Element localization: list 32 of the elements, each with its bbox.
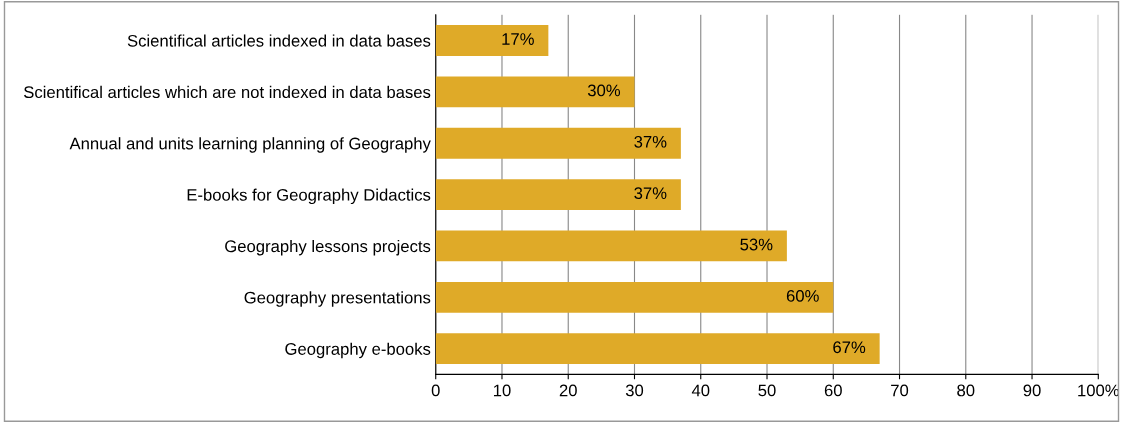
- data-label: 37%: [634, 187, 667, 200]
- bar: [435, 179, 681, 210]
- x-tick-label: 50: [758, 384, 776, 397]
- x-tick-label: 90: [1023, 384, 1041, 397]
- bar: [435, 230, 787, 262]
- bar: [435, 333, 880, 365]
- x-tick-label: 20: [559, 384, 577, 397]
- x-tick-label: 10: [493, 384, 511, 397]
- y-tick-label: Geography e-books: [285, 342, 431, 359]
- data-label: 60%: [786, 289, 819, 302]
- data-label: 53%: [740, 238, 773, 251]
- x-tick-label: 40: [691, 384, 710, 397]
- data-label: 17%: [502, 33, 534, 45]
- x-tick-label: 100%: [1078, 384, 1120, 397]
- x-tick-label: 60: [824, 384, 842, 397]
- bar: [435, 25, 549, 56]
- x-tick-label: 80: [957, 384, 975, 397]
- data-label: 67%: [833, 341, 866, 354]
- y-tick-label: Geography presentations: [244, 291, 431, 307]
- data-label: 37%: [634, 135, 667, 148]
- y-tick-label: Annual and units learning planning of Geography: [69, 137, 431, 153]
- y-tick-label: E-books for Geography Didactics: [187, 188, 431, 205]
- bar: [435, 127, 681, 159]
- y-tick-label: Scientifical articles which are not indexed in data bases: [24, 85, 431, 99]
- y-tick-label: Geography lessons projects: [225, 239, 431, 256]
- x-tick-label: 0: [431, 384, 440, 397]
- x-tick-label: 30: [625, 384, 644, 397]
- data-label: 30%: [587, 84, 621, 97]
- y-tick-label: Scientifical articles indexed in data bases: [127, 34, 431, 47]
- x-tick-label: 70: [891, 384, 909, 397]
- bar: [435, 281, 834, 313]
- bar: [435, 76, 635, 108]
